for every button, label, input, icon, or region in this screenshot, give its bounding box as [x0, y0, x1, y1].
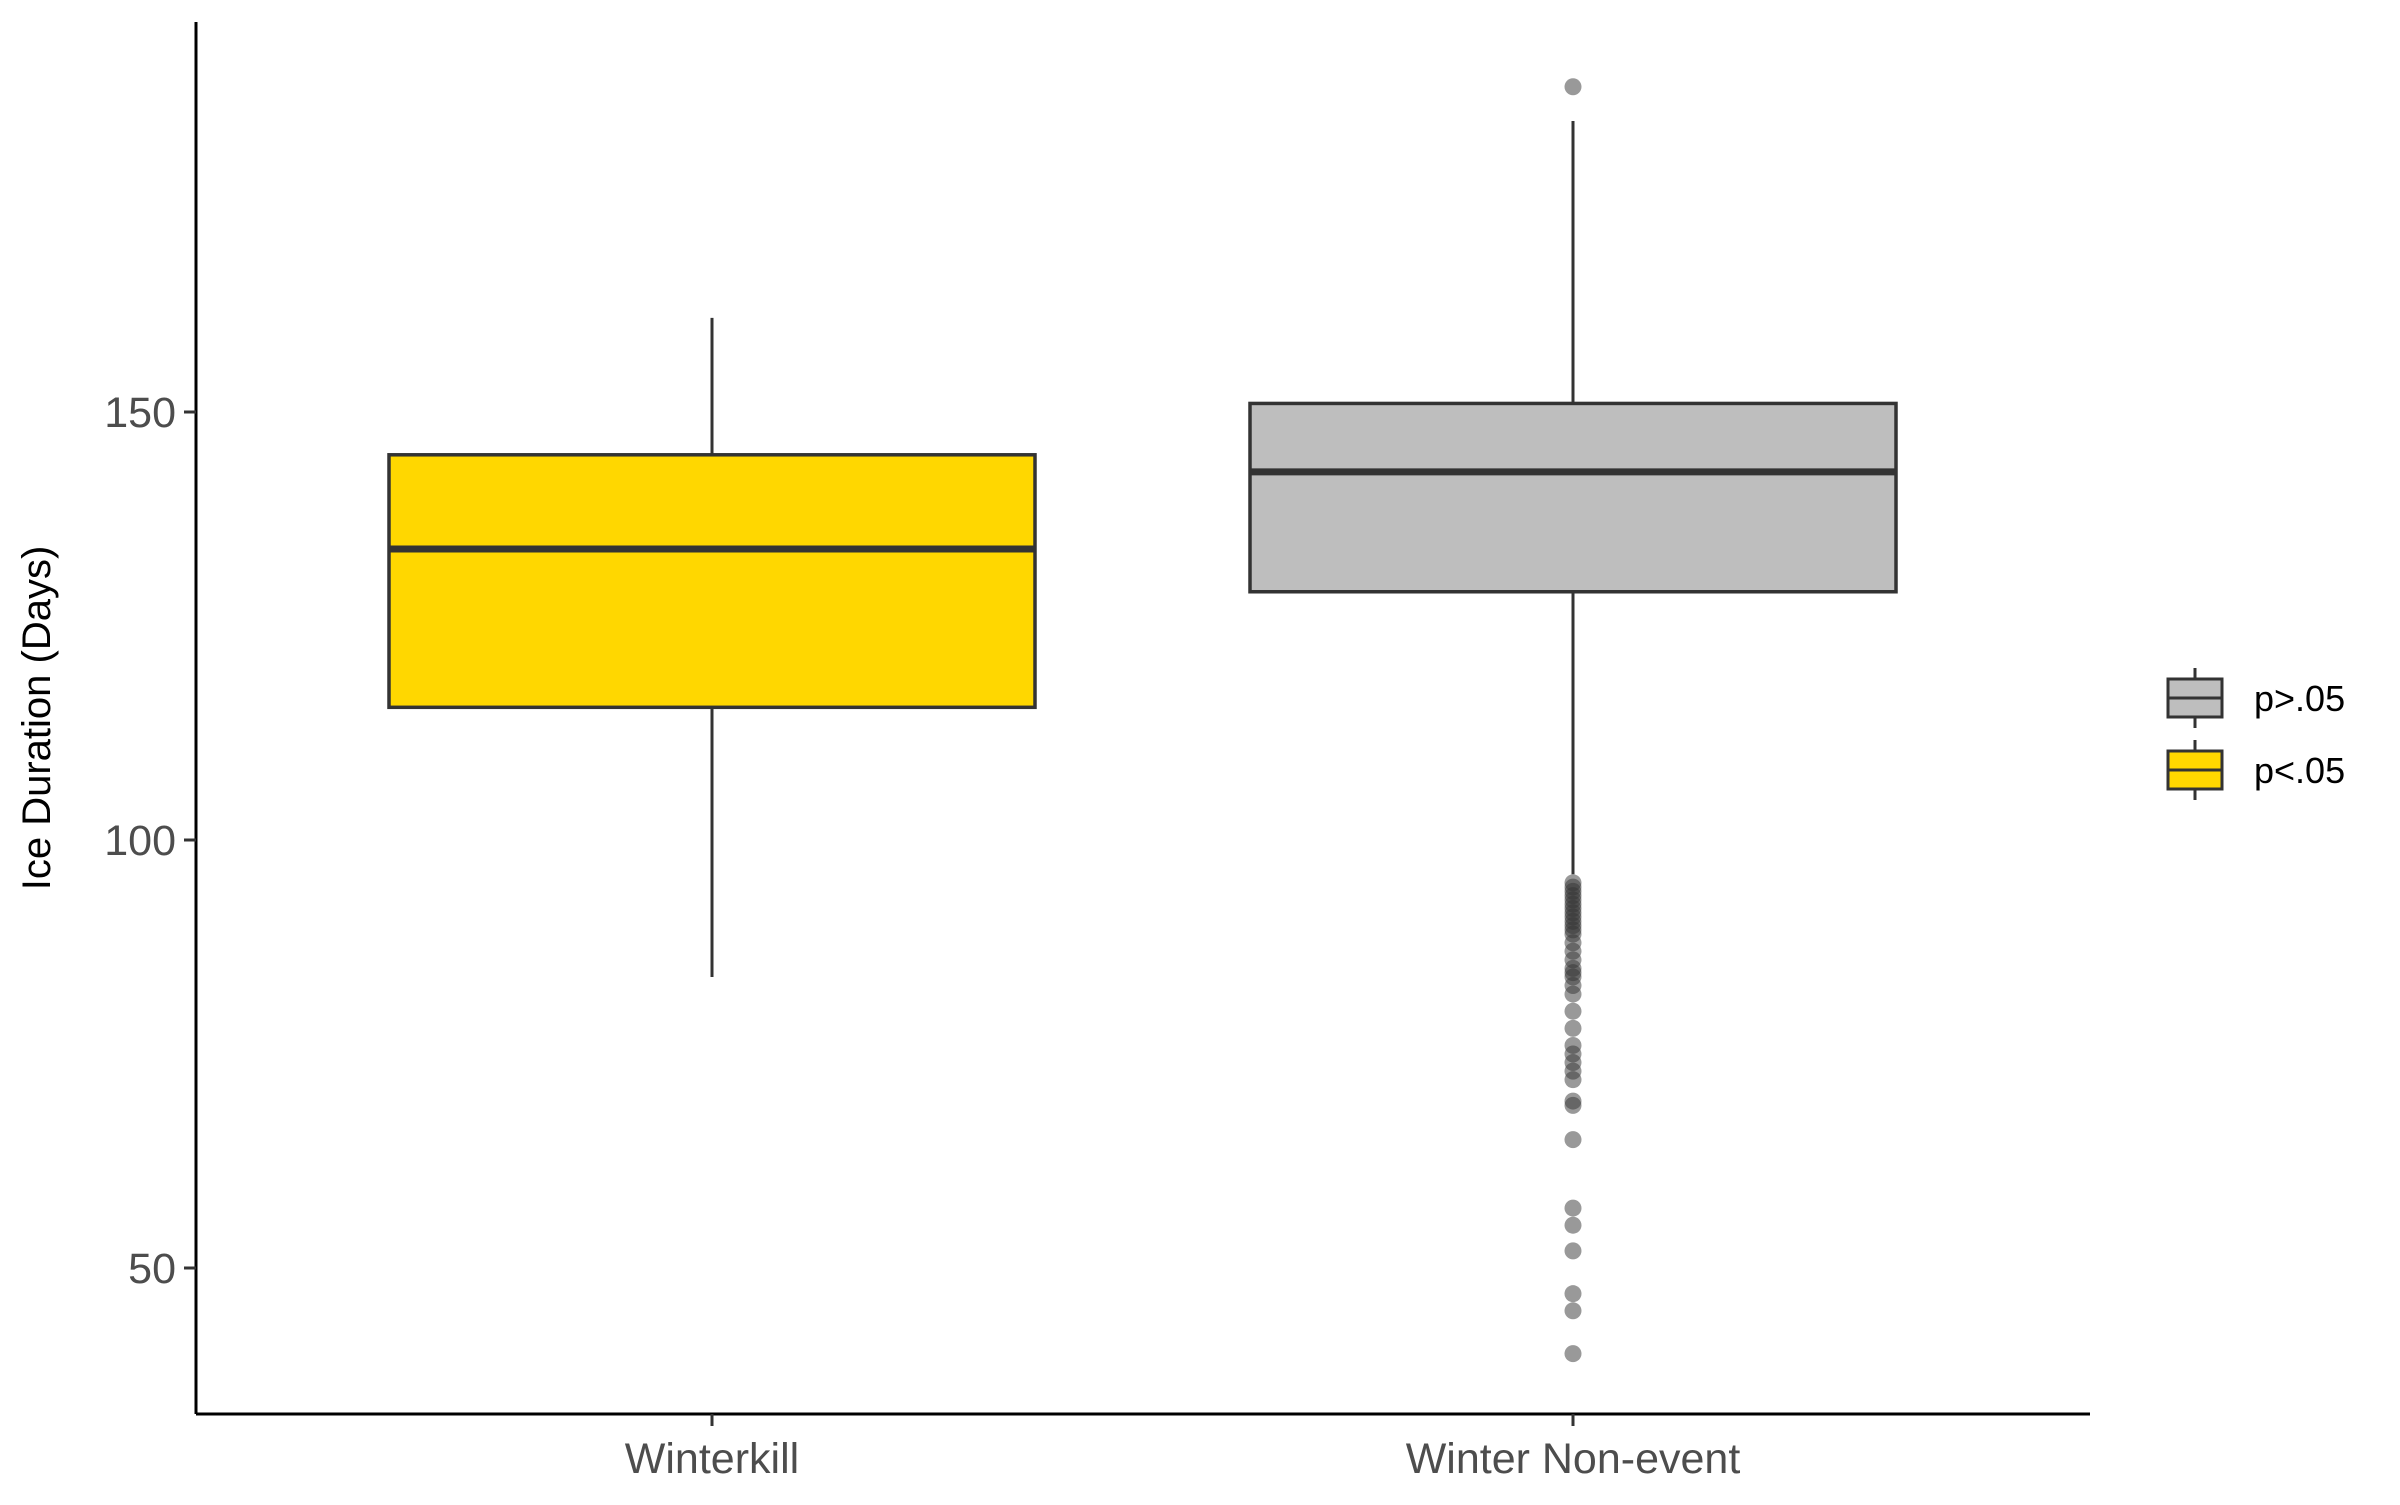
iqr-box [1248, 401, 1898, 594]
legend: p>.05 p<.05 [2166, 668, 2345, 800]
outlier-point [1564, 1199, 1582, 1217]
x-tick-label: Winterkill [625, 1435, 799, 1483]
outlier-point [1564, 1131, 1582, 1149]
outlier-point [1564, 1071, 1582, 1089]
box-winterkill [387, 317, 1037, 977]
legend-label: p>.05 [2254, 678, 2345, 719]
y-axis-label: Ice Duration (Days) [15, 546, 59, 891]
outlier-point [1564, 985, 1582, 1003]
outlier-point [1564, 1002, 1582, 1020]
outlier-point [1564, 1242, 1582, 1260]
outlier-point [1564, 1345, 1582, 1363]
outlier-point [1564, 1302, 1582, 1320]
y-tick-label: 150 [104, 389, 176, 437]
box-winter-non-event [1248, 78, 1898, 1363]
outlier-point [1564, 78, 1582, 96]
outlier-point [1564, 1096, 1582, 1114]
x-ticks: Winterkill Winter Non-event [625, 1414, 1741, 1483]
outlier-point [1564, 1216, 1582, 1234]
y-ticks: 50 100 150 [104, 389, 196, 1293]
outlier-point [1564, 1019, 1582, 1037]
legend-item: p<.05 [2166, 740, 2345, 800]
y-tick-label: 50 [128, 1245, 176, 1293]
y-tick-label: 100 [104, 817, 176, 865]
outlier-point [1564, 1285, 1582, 1303]
plot-area [387, 78, 1898, 1363]
legend-label: p<.05 [2254, 750, 2345, 791]
axes: 50 100 150 Winterkill Winter Non-event Ice … [15, 22, 2090, 1483]
iqr-box [387, 453, 1037, 710]
x-tick-label: Winter Non-event [1406, 1435, 1741, 1483]
legend-item: p>.05 [2166, 668, 2345, 728]
